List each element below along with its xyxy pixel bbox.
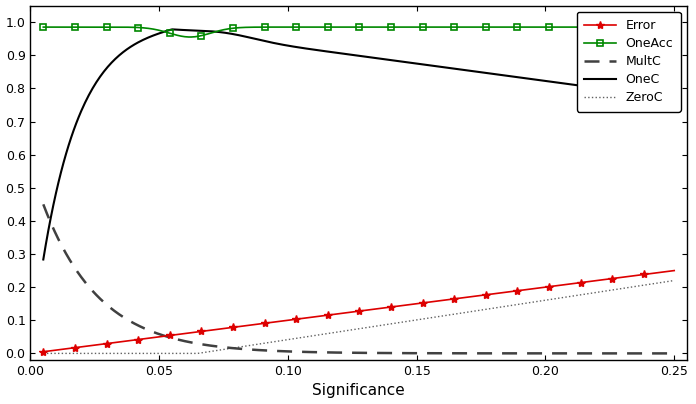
OneAcc (658, 25, 666, 29)
ZeroC (556, 295, 564, 300)
OneAcc (340, 25, 349, 29)
Error (670, 268, 679, 273)
OneC (168, 27, 176, 32)
Error (655, 270, 663, 275)
OneC (344, 52, 352, 57)
Error (381, 305, 389, 310)
OneC (39, 257, 47, 262)
MultC (415, 351, 423, 356)
MultC (381, 351, 389, 356)
OneAcc (356, 25, 365, 29)
OneAcc (383, 25, 391, 29)
ZeroC (381, 322, 389, 327)
ZeroC (670, 278, 679, 283)
OneC (340, 51, 349, 56)
Line: Error: Error (39, 266, 679, 356)
Error (556, 283, 564, 288)
ZeroC (342, 328, 351, 333)
OneC (670, 96, 679, 101)
Line: OneC: OneC (43, 29, 674, 259)
Error (39, 349, 47, 354)
ZeroC (415, 317, 423, 322)
ZeroC (339, 329, 347, 334)
OneAcc (344, 25, 352, 29)
MultC (655, 351, 663, 356)
Error (415, 301, 423, 306)
OneC (382, 57, 390, 62)
OneC (416, 62, 425, 67)
OneAcc (670, 25, 679, 29)
MultC (556, 351, 564, 356)
Line: MultC: MultC (43, 204, 674, 354)
X-axis label: Significance: Significance (313, 383, 405, 398)
OneC (656, 94, 665, 99)
Line: OneAcc: OneAcc (40, 23, 678, 40)
OneAcc (417, 25, 425, 29)
OneC (557, 81, 566, 86)
OneAcc (186, 35, 194, 40)
Line: ZeroC: ZeroC (43, 280, 674, 354)
OneAcc (39, 25, 47, 29)
ZeroC (655, 280, 663, 285)
MultC (39, 202, 47, 207)
MultC (670, 351, 679, 356)
Error (339, 311, 347, 316)
MultC (342, 350, 351, 355)
Error (342, 310, 351, 315)
Legend: Error, OneAcc, MultC, OneC, ZeroC: Error, OneAcc, MultC, OneC, ZeroC (577, 12, 681, 112)
ZeroC (39, 351, 47, 356)
MultC (339, 350, 347, 355)
OneAcc (559, 25, 567, 29)
